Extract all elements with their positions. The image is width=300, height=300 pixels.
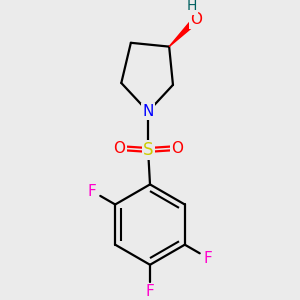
Text: F: F — [146, 284, 154, 299]
Text: O: O — [113, 140, 125, 155]
Text: F: F — [204, 250, 212, 266]
Text: O: O — [190, 12, 202, 27]
Text: S: S — [143, 141, 153, 159]
Text: N: N — [142, 104, 154, 119]
Polygon shape — [169, 17, 198, 46]
Text: F: F — [88, 184, 96, 199]
Text: O: O — [171, 140, 183, 155]
Text: H: H — [187, 0, 197, 14]
